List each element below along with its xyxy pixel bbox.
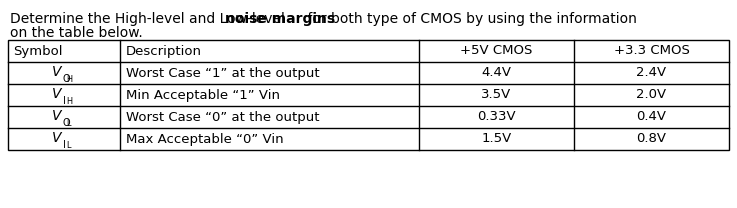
Text: Determine the High-level and Low-level: Determine the High-level and Low-level xyxy=(10,12,289,26)
Text: I: I xyxy=(63,97,66,106)
Bar xyxy=(8,40,729,150)
Text: V: V xyxy=(52,130,62,145)
Text: Max Acceptable “0” Vin: Max Acceptable “0” Vin xyxy=(126,132,284,146)
Text: for both type of CMOS by using the information: for both type of CMOS by using the infor… xyxy=(303,12,637,26)
Text: Worst Case “1” at the output: Worst Case “1” at the output xyxy=(126,67,319,79)
Text: 1.5V: 1.5V xyxy=(481,132,511,146)
Text: 2.0V: 2.0V xyxy=(637,88,666,102)
Text: O: O xyxy=(63,74,71,84)
Text: V: V xyxy=(52,64,62,78)
Text: H: H xyxy=(66,97,73,105)
Text: noise margins: noise margins xyxy=(226,12,335,26)
Text: 0.8V: 0.8V xyxy=(637,132,666,146)
Text: 2.4V: 2.4V xyxy=(637,67,666,79)
Text: V: V xyxy=(52,109,62,123)
Text: 3.5V: 3.5V xyxy=(481,88,511,102)
Text: on the table below.: on the table below. xyxy=(10,26,143,40)
Text: Description: Description xyxy=(126,45,202,57)
Text: Min Acceptable “1” Vin: Min Acceptable “1” Vin xyxy=(126,88,280,102)
Text: I: I xyxy=(63,140,66,151)
Text: 4.4V: 4.4V xyxy=(481,67,511,79)
Text: +3.3 CMOS: +3.3 CMOS xyxy=(614,45,689,57)
Text: L: L xyxy=(66,119,71,128)
Text: L: L xyxy=(66,140,71,150)
Text: Symbol: Symbol xyxy=(13,45,63,57)
Text: 0.33V: 0.33V xyxy=(477,110,516,124)
Text: V: V xyxy=(52,87,62,100)
Text: 0.4V: 0.4V xyxy=(637,110,666,124)
Text: H: H xyxy=(66,74,73,83)
Text: Worst Case “0” at the output: Worst Case “0” at the output xyxy=(126,110,319,124)
Text: O: O xyxy=(63,119,71,129)
Text: +5V CMOS: +5V CMOS xyxy=(461,45,533,57)
